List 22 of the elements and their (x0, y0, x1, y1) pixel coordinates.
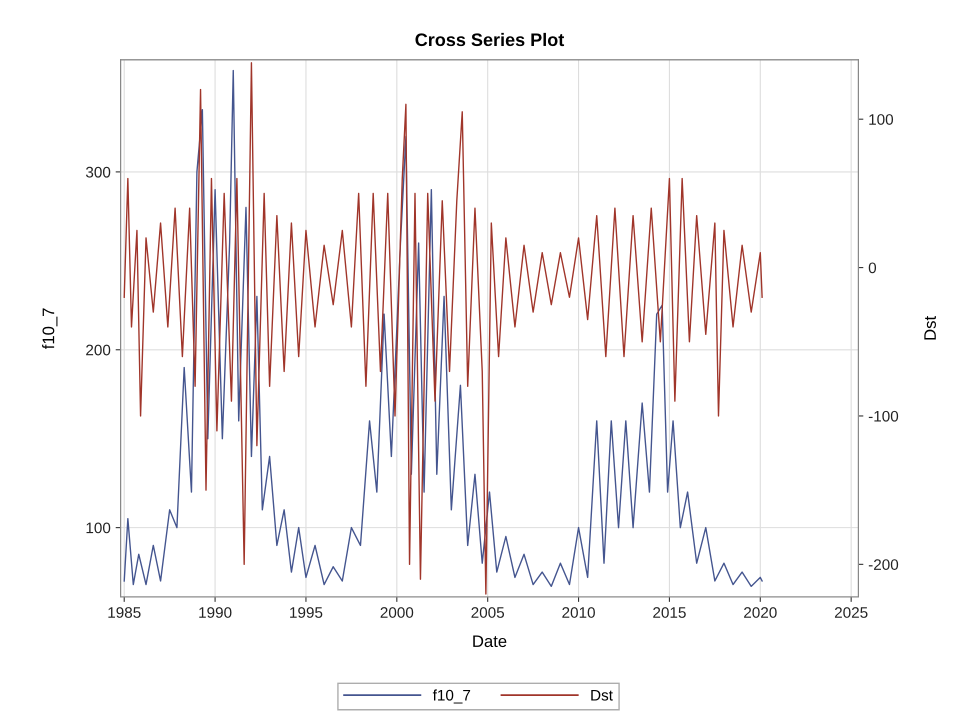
y2-tick-label: -200 (868, 559, 898, 570)
y2-tick-label: 100 (869, 114, 894, 125)
y2-axis-title: Dst (924, 316, 936, 340)
x-tick-label: 2010 (562, 607, 595, 618)
x-tick-label: 1995 (290, 607, 322, 618)
y-axis-title: f10_7 (42, 308, 58, 350)
y-tick-label: 300 (86, 166, 110, 178)
y-tick-label: 200 (86, 344, 110, 356)
x-tick-label: 2020 (744, 607, 777, 618)
y-tick-label: 100 (86, 522, 110, 534)
y2-tick-label: -100 (868, 410, 898, 422)
x-tick-label: 2025 (834, 607, 868, 618)
x-tick-label: 1985 (108, 607, 141, 618)
x-axis-title: Date (473, 635, 506, 648)
chart-title: Cross Series Plot (415, 32, 564, 46)
x-tick-label: 2005 (471, 607, 504, 618)
x-tick-label: 2000 (380, 607, 414, 618)
y2-tick-label: 0 (868, 262, 876, 274)
legend-label: Dst (591, 690, 613, 701)
legend-label: f10_7 (432, 689, 470, 704)
x-tick-label: 2015 (653, 607, 686, 618)
x-tick-label: 1990 (199, 607, 232, 618)
